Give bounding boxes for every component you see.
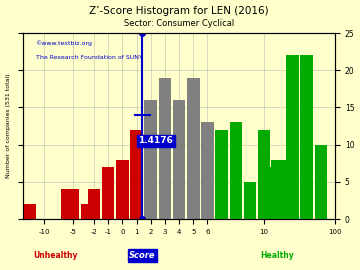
Bar bbox=[258, 130, 270, 219]
Bar bbox=[274, 167, 286, 219]
Bar bbox=[67, 190, 79, 219]
Bar bbox=[61, 190, 73, 219]
Title: Z’-Score Histogram for LEN (2016): Z’-Score Histogram for LEN (2016) bbox=[89, 6, 269, 16]
Bar bbox=[88, 190, 100, 219]
Text: Sector: Consumer Cyclical: Sector: Consumer Cyclical bbox=[124, 19, 234, 28]
Bar bbox=[24, 204, 36, 219]
Text: Unhealthy: Unhealthy bbox=[33, 251, 78, 260]
Bar bbox=[144, 100, 157, 219]
Bar bbox=[315, 145, 327, 219]
Bar bbox=[102, 167, 114, 219]
Bar bbox=[301, 55, 313, 219]
Y-axis label: Number of companies (531 total): Number of companies (531 total) bbox=[5, 74, 10, 178]
Text: ©www.textbiz.org: ©www.textbiz.org bbox=[36, 40, 93, 46]
Bar bbox=[159, 78, 171, 219]
Bar bbox=[277, 160, 289, 219]
Bar bbox=[130, 130, 143, 219]
Bar bbox=[173, 100, 185, 219]
Bar bbox=[230, 122, 242, 219]
Bar bbox=[81, 204, 93, 219]
Bar bbox=[267, 182, 280, 219]
Bar bbox=[116, 160, 129, 219]
Bar bbox=[261, 167, 274, 219]
Bar bbox=[286, 55, 299, 219]
Text: 1.4176: 1.4176 bbox=[139, 136, 174, 145]
Text: The Research Foundation of SUNY: The Research Foundation of SUNY bbox=[36, 55, 143, 60]
Text: Score: Score bbox=[129, 251, 156, 260]
Bar bbox=[215, 130, 228, 219]
Bar bbox=[264, 167, 277, 219]
Bar bbox=[244, 182, 256, 219]
Bar bbox=[187, 78, 199, 219]
Text: Healthy: Healthy bbox=[260, 251, 294, 260]
Bar bbox=[280, 197, 292, 219]
Bar bbox=[201, 122, 214, 219]
Bar bbox=[271, 160, 283, 219]
